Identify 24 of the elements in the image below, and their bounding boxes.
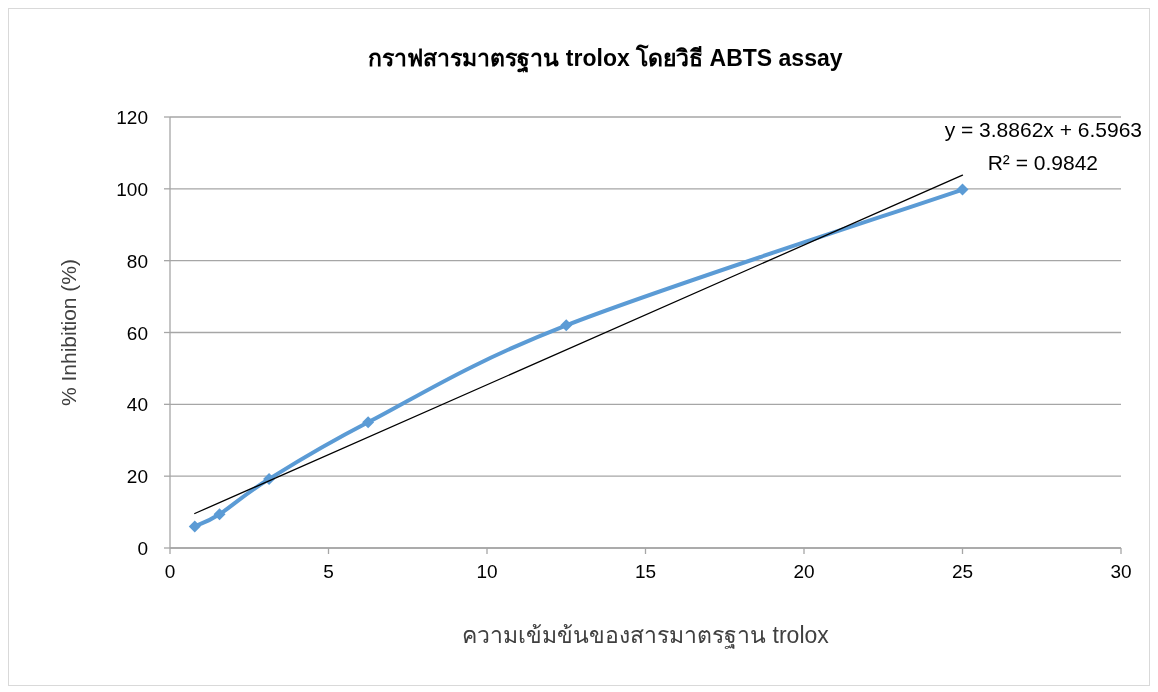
x-tick-label: 25	[951, 561, 974, 582]
point	[188, 520, 201, 533]
annotation: R² = 0.9842	[987, 151, 1098, 174]
x-tick-label: 5	[323, 561, 334, 582]
annotation: y = 3.8862x + 6.5963	[944, 118, 1142, 141]
y-tick-label: 40	[126, 394, 148, 416]
point	[560, 319, 573, 332]
point	[213, 508, 226, 521]
y-tick-label: 20	[126, 466, 148, 488]
y-tick-label: 0	[137, 538, 148, 559]
x-tick-label: 30	[1110, 561, 1132, 582]
y-tick-label: 60	[126, 322, 148, 344]
x-tick-label: 15	[634, 561, 657, 582]
y-axis-title: % Inhibition (%)	[57, 258, 80, 407]
chart-title: กราฟสารมาตรฐาน trolox โดยวิธี ABTS assay	[368, 44, 843, 73]
point	[956, 183, 969, 196]
x-tick-label: 10	[476, 561, 498, 582]
point	[362, 416, 375, 429]
y-tick-label: 80	[126, 250, 148, 272]
x-tick-label: 0	[164, 561, 176, 582]
y-tick-label: 100	[116, 178, 148, 200]
y-tick-label: 120	[116, 107, 148, 128]
x-tick-label: 20	[793, 561, 815, 582]
x-axis-title: ความเข้มข้นของสารมาตรฐาน trolox	[462, 622, 830, 649]
